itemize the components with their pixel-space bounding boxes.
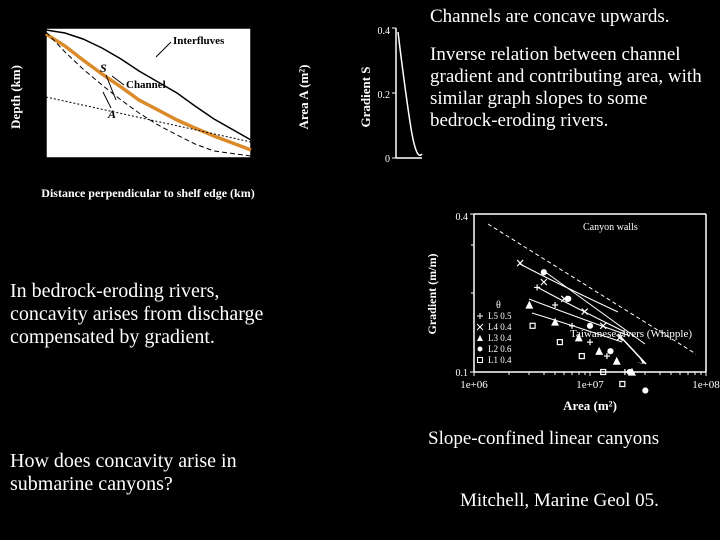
svg-text:Gradient S: Gradient S xyxy=(360,66,373,127)
text-slope-confined: Slope-confined linear canyons xyxy=(428,428,718,450)
text-citation: Mitchell, Marine Geol 05. xyxy=(460,490,720,512)
svg-text:L3 0.4: L3 0.4 xyxy=(488,333,512,343)
svg-text:Interfluves: Interfluves xyxy=(173,35,225,47)
svg-text:0: 0 xyxy=(256,154,261,165)
svg-text:2e+07: 2e+07 xyxy=(256,90,281,101)
svg-text:L5 0.5: L5 0.5 xyxy=(488,311,512,321)
svg-text:Area A (m²): Area A (m²) xyxy=(296,64,311,129)
svg-text:2: 2 xyxy=(33,89,39,101)
text-question: How does concavity arise in submarine ca… xyxy=(10,450,300,496)
svg-text:1e+07: 1e+07 xyxy=(256,122,281,133)
svg-text:0: 0 xyxy=(33,25,39,37)
svg-text:1e+06: 1e+06 xyxy=(460,379,488,391)
taiwan-arrow xyxy=(618,334,646,364)
chart-gradient-s: 0 0.2 0.4 Gradient S xyxy=(360,22,426,207)
svg-text:4e+07: 4e+07 xyxy=(256,26,281,37)
svg-text:0: 0 xyxy=(43,165,49,177)
svg-text:10: 10 xyxy=(227,165,239,177)
svg-text:Gradient (m/m): Gradient (m/m) xyxy=(425,254,439,335)
chart-slope-area: 0.4 0.1 1e+06 1e+07 1e+08 Gradient (m/m)… xyxy=(418,204,720,422)
svg-text:0.2: 0.2 xyxy=(378,90,391,101)
svg-text:L4 0.4: L4 0.4 xyxy=(488,322,512,332)
svg-text:L2 0.6: L2 0.6 xyxy=(488,344,512,354)
svg-text:Area (m²): Area (m²) xyxy=(563,398,617,413)
svg-text:1e+08: 1e+08 xyxy=(692,379,720,391)
svg-text:3: 3 xyxy=(33,121,39,133)
svg-text:Distance perpendicular to shel: Distance perpendicular to shelf edge (km… xyxy=(41,186,254,200)
svg-text:1e+07: 1e+07 xyxy=(576,379,604,391)
svg-text:0.4: 0.4 xyxy=(456,212,469,223)
svg-text:Depth (km): Depth (km) xyxy=(8,65,23,129)
svg-text:L1 0.4: L1 0.4 xyxy=(488,355,512,365)
svg-text:5: 5 xyxy=(136,165,142,177)
svg-text:3e+07: 3e+07 xyxy=(256,58,281,69)
series-s xyxy=(398,32,422,155)
svg-text:0: 0 xyxy=(385,154,390,165)
svg-text:θ: θ xyxy=(496,300,501,311)
svg-text:Canyon walls: Canyon walls xyxy=(583,222,638,233)
svg-text:4: 4 xyxy=(33,153,39,165)
svg-text:0.4: 0.4 xyxy=(378,26,391,37)
svg-text:S: S xyxy=(100,61,107,75)
svg-text:1: 1 xyxy=(33,57,39,69)
text-inverse: Inverse relation between channel gradien… xyxy=(430,44,710,131)
svg-text:Channel: Channel xyxy=(126,79,166,91)
svg-text:A: A xyxy=(107,107,116,121)
text-concave: Channels are concave upwards. xyxy=(430,6,710,28)
text-bedrock: In bedrock-eroding rivers, concavity ari… xyxy=(10,280,300,349)
svg-text:0.1: 0.1 xyxy=(456,368,469,379)
chart-depth-area: 0 1 2 3 4 0 1e+07 2e+07 3e+07 4e+07 0 5 … xyxy=(8,22,318,207)
